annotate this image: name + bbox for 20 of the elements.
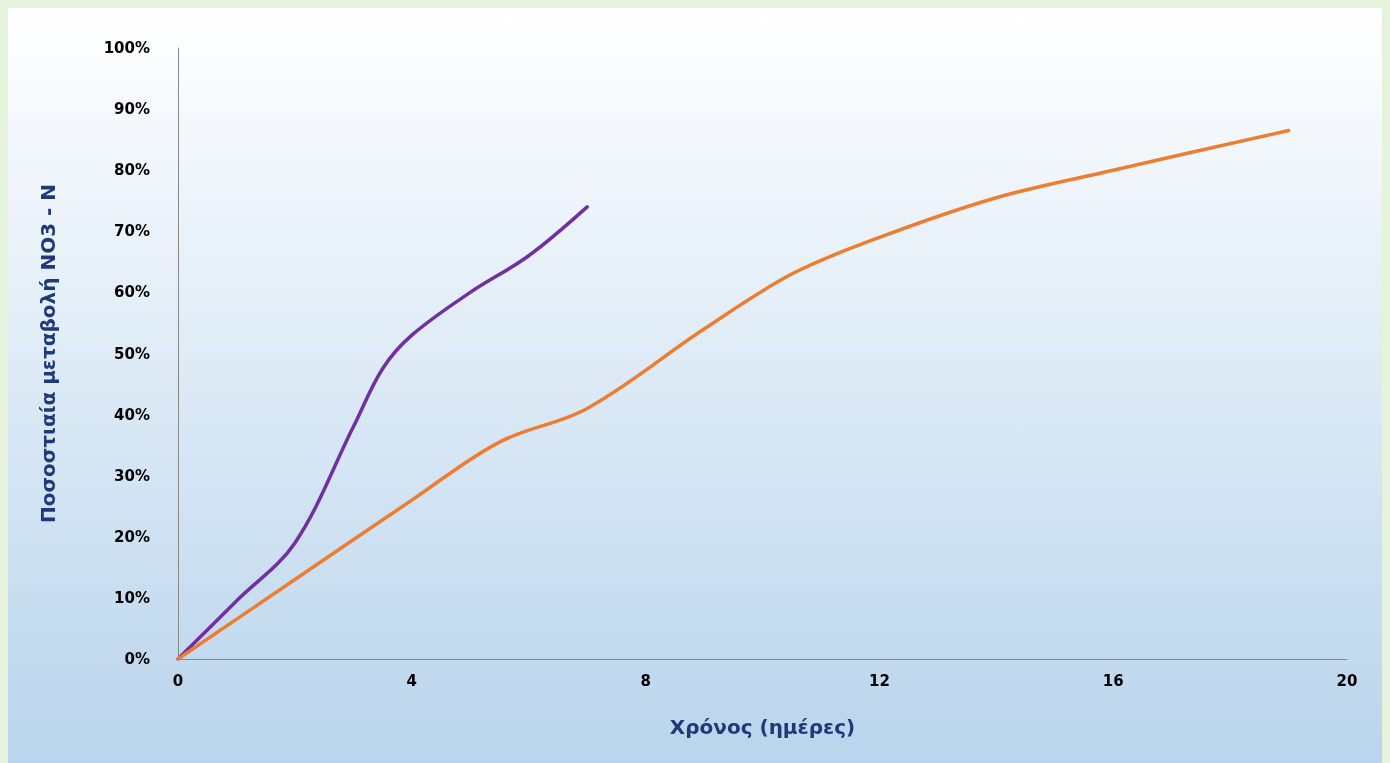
x-tick-label: 8 xyxy=(640,671,651,690)
y-tick-label: 30% xyxy=(114,466,150,485)
y-axis-title: Ποσοστιαία μεταβολή NO3 - N xyxy=(36,183,60,524)
y-tick-label: 40% xyxy=(114,405,150,424)
x-tick-label: 20 xyxy=(1336,671,1358,690)
y-tick-label: 90% xyxy=(114,100,150,119)
y-tick-label: 60% xyxy=(114,283,150,302)
line-series xyxy=(176,128,1291,661)
y-tick-label: 80% xyxy=(114,161,150,180)
y-tick-label: 0% xyxy=(124,650,150,668)
x-axis-title: Χρόνος (ημέρες) xyxy=(669,715,856,739)
x-tick-label: 12 xyxy=(868,671,890,690)
y-tick-label: 10% xyxy=(114,588,150,607)
y-tick-label: 50% xyxy=(114,344,150,363)
x-tick-label: 16 xyxy=(1102,671,1124,690)
x-tick-label: 4 xyxy=(406,671,418,690)
x-tick-label: 0 xyxy=(172,671,184,690)
y-tick-label: 100% xyxy=(103,39,150,57)
y-tick-label: 70% xyxy=(114,222,150,241)
y-tick-label: 20% xyxy=(114,527,150,546)
